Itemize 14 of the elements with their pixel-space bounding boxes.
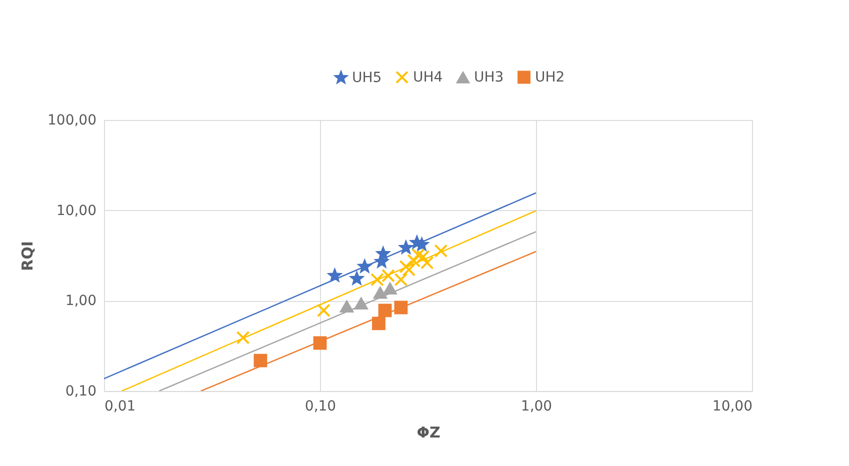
legend-label: UH5 — [352, 70, 382, 86]
x-tick-label: 1,00 — [520, 398, 552, 414]
legend-label: UH3 — [474, 70, 504, 86]
y-tick-label: 10,00 — [56, 202, 96, 219]
x-tick-label: 0,01 — [104, 398, 136, 414]
legend-label: UH4 — [413, 69, 443, 86]
y-tick-label: 0,10 — [65, 384, 96, 400]
x-axis-title: ΦZ — [416, 424, 440, 442]
x-tick-label: 10,00 — [712, 398, 752, 414]
y-axis-title: RQI — [18, 241, 37, 271]
y-tick-label: 100,00 — [48, 112, 96, 128]
legend-label: UH2 — [535, 69, 565, 86]
x-tick-label: 0,10 — [304, 398, 336, 414]
y-tick-label: 1,00 — [65, 293, 96, 310]
